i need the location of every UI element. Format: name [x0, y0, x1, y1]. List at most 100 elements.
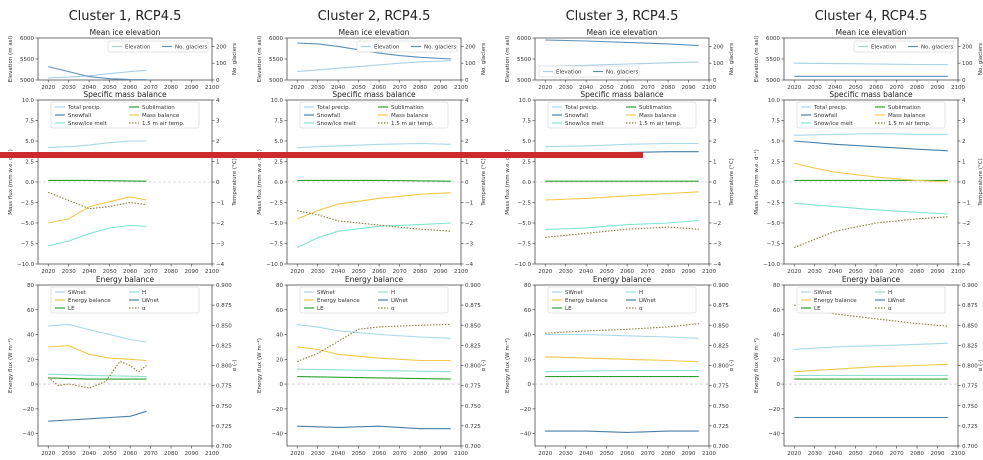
legend-label-r3c4: LWnet [888, 298, 906, 304]
legend-label-r3c4: Energy balance [814, 298, 857, 304]
y-right-tick-label-r1c4: 0 [962, 78, 966, 84]
x-tick-label-r2c2: 2020 [290, 269, 304, 275]
panel-title-r3c3: Energy balance [593, 275, 652, 284]
y-right-axis-label-r1c1: No. glaciers [232, 43, 238, 75]
x-tick-label-r2c1: 2030 [62, 269, 76, 275]
series-line-r3c2-sw_net [297, 324, 451, 339]
y-right-tick-label-r3c1: 0.850 [216, 323, 232, 329]
legend-box-r3c2 [299, 286, 449, 314]
y-right-tick-label-r2c3: −2 [713, 221, 721, 227]
x-tick-label-r3c4: 2020 [787, 451, 801, 457]
x-tick-label-r3c1: 2070 [144, 451, 158, 457]
y-left-axis-label-r2c2: Mass flux (mm w.e. d⁻¹) [256, 149, 263, 215]
x-tick-label-r3c2: 2090 [434, 451, 448, 457]
legend-box-r2c3 [547, 101, 697, 129]
series-line-r3c1-h [48, 373, 147, 378]
x-tick-label-r1c3: 2050 [600, 85, 614, 91]
y-left-tick-label-r3c1: −40 [22, 432, 34, 438]
red-annotation-band [0, 152, 643, 158]
y-right-tick-label-r3c4: 0.775 [962, 384, 978, 390]
y-right-tick-label-r3c3: 0.700 [713, 444, 729, 450]
legend-label-r2c2: Total precip. [316, 105, 351, 111]
y-left-tick-label-r3c3: 60 [524, 308, 531, 314]
y-left-axis-label-r1c3: Elevation (m asl) [505, 36, 511, 82]
x-tick-label-r1c4: 2050 [849, 85, 863, 91]
panel-title-r3c2: Energy balance [345, 275, 404, 284]
x-tick-label-r3c2: 2060 [372, 451, 386, 457]
legend-label-r1c1: No. glaciers [175, 45, 207, 51]
x-tick-label-r3c4: 2080 [910, 451, 924, 457]
x-tick-label-r3c3: 2040 [579, 451, 593, 457]
y-left-tick-label-r3c1: 80 [27, 283, 34, 289]
y-right-tick-label-r2c2: 2 [465, 139, 469, 145]
x-tick-label-r3c1: 2100 [205, 451, 219, 457]
x-tick-label-r2c3: 2060 [620, 269, 634, 275]
panel-title-r2c1: Specific mass balance [83, 90, 167, 99]
y-left-tick-label-r3c1: 0 [31, 382, 35, 388]
legend-label-r3c3: Energy balance [565, 298, 608, 304]
panel-title-r1c2: Mean ice elevation [339, 28, 410, 37]
legend-label-r2c4: Snowfall [814, 113, 838, 119]
y-left-tick-label-r1c2: 5000 [269, 78, 283, 84]
y-left-tick-label-r2c3: −5.0 [518, 221, 532, 227]
y-left-tick-label-r2c1: 10.0 [22, 98, 35, 104]
x-tick-label-r3c3: 2020 [538, 451, 552, 457]
x-tick-label-r3c3: 2090 [682, 451, 696, 457]
x-tick-label-r3c2: 2050 [352, 451, 366, 457]
y-right-tick-label-r2c1: 0 [216, 180, 220, 186]
legend-label-r2c3: Snow/ice melt [565, 121, 605, 127]
legend-box-r3c3 [547, 286, 697, 314]
legend-label-r3c4: H [888, 290, 892, 296]
series-line-r2c4-snowfall [794, 140, 948, 152]
y-left-tick-label-r2c4: −5.0 [767, 221, 781, 227]
series-line-r1c1-glaciers [48, 66, 147, 81]
y-left-tick-label-r1c4: 5000 [766, 78, 780, 84]
x-tick-label-r3c4: 2060 [869, 451, 883, 457]
legend-box-r2c4 [796, 101, 946, 129]
y-right-axis-label-r3c3: α (-) [729, 360, 735, 372]
y-right-tick-label-r3c1: 0.725 [216, 424, 232, 430]
x-tick-label-r3c2: 2070 [393, 451, 407, 457]
series-line-r2c2-air_temp [297, 210, 451, 232]
y-left-tick-label-r2c2: −7.5 [270, 242, 284, 248]
y-right-tick-label-r1c2: 100 [465, 61, 476, 67]
x-tick-label-r2c3: 2070 [641, 269, 655, 275]
y-left-tick-label-r2c1: −10.0 [17, 262, 34, 268]
x-tick-label-r1c3: 2040 [579, 85, 593, 91]
y-right-tick-label-r2c3: 2 [713, 139, 717, 145]
y-right-tick-label-r3c1: 0.700 [216, 444, 232, 450]
y-left-tick-label-r3c4: 40 [773, 333, 780, 339]
y-left-tick-label-r1c1: 5000 [20, 78, 34, 84]
y-right-tick-label-r1c1: 200 [216, 44, 227, 50]
y-right-tick-label-r3c1: 0.900 [216, 283, 232, 289]
series-line-r2c2-total_precip [297, 142, 451, 149]
series-line-r3c2-h [297, 368, 451, 373]
y-right-tick-label-r3c4: 0.850 [962, 323, 978, 329]
x-tick-label-r3c3: 2100 [702, 451, 716, 457]
x-tick-label-r3c4: 2070 [890, 451, 904, 457]
y-right-axis-label-r2c3: Temperature (°C) [729, 158, 735, 206]
series-line-r3c2-energy_balance [297, 346, 451, 362]
x-tick-label-r3c1: 2040 [82, 451, 96, 457]
series-line-r1c2-elevation [297, 60, 451, 73]
x-tick-label-r1c4: 2080 [910, 85, 924, 91]
y-right-tick-label-r3c3: 0.775 [713, 384, 729, 390]
y-left-tick-label-r2c4: 10.0 [768, 98, 781, 104]
series-line-r3c2-lw_net [297, 425, 451, 430]
x-tick-label-r2c4: 2050 [849, 269, 863, 275]
y-left-tick-label-r3c3: 40 [524, 333, 531, 339]
y-left-tick-label-r3c2: 0 [280, 382, 284, 388]
y-right-tick-label-r3c2: 0.850 [465, 323, 481, 329]
x-tick-label-r2c2: 2070 [393, 269, 407, 275]
x-tick-label-r2c4: 2090 [931, 269, 945, 275]
y-left-tick-label-r1c2: 5500 [269, 57, 283, 63]
y-right-tick-label-r3c3: 0.750 [713, 404, 729, 410]
legend-label-r2c3: Total precip. [564, 105, 599, 111]
x-tick-label-r2c1: 2090 [185, 269, 199, 275]
legend-label-r2c3: Snowfall [565, 113, 589, 119]
y-left-tick-label-r3c4: −40 [768, 432, 780, 438]
x-tick-label-r2c4: 2080 [910, 269, 924, 275]
y-left-tick-label-r3c3: 80 [524, 283, 531, 289]
y-left-tick-label-r3c1: −20 [22, 407, 34, 413]
